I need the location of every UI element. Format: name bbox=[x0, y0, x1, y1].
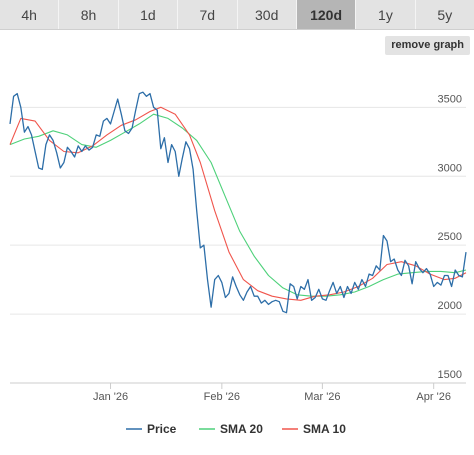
timeframe-tabs: 4h 8h 1d 7d 30d 120d 1y 5y bbox=[0, 0, 474, 30]
x-tick-label: Feb '26 bbox=[204, 391, 240, 403]
tab-1d[interactable]: 1d bbox=[118, 0, 179, 29]
tab-4h[interactable]: 4h bbox=[0, 0, 60, 29]
y-tick-label: 2500 bbox=[438, 231, 462, 243]
y-tick-label: 3000 bbox=[438, 162, 462, 174]
legend-label: Price bbox=[147, 422, 177, 436]
x-tick-label: Mar '26 bbox=[304, 391, 340, 403]
y-tick-label: 3500 bbox=[438, 93, 462, 105]
price-chart: 1500 2000 2500 3000 3500 Jan '26 Feb '26 Mar '2… bbox=[0, 56, 474, 455]
tab-7d[interactable]: 7d bbox=[178, 0, 238, 29]
legend-label: SMA 20 bbox=[220, 422, 263, 436]
tab-8h[interactable]: 8h bbox=[59, 0, 119, 29]
y-tick-label: 2000 bbox=[438, 300, 462, 312]
y-tick-label: 1500 bbox=[438, 369, 462, 381]
legend-label: SMA 10 bbox=[303, 422, 346, 436]
x-tick-label: Apr '26 bbox=[416, 391, 451, 403]
chart-svg: 1500 2000 2500 3000 3500 Jan '26 Feb '26 Mar '2… bbox=[9, 91, 467, 436]
x-tick-label: Jan '26 bbox=[93, 391, 128, 403]
remove-graph-button[interactable]: remove graph bbox=[385, 36, 470, 55]
tab-30d[interactable]: 30d bbox=[237, 0, 297, 29]
tab-5y[interactable]: 5y bbox=[415, 0, 474, 29]
tab-1y[interactable]: 1y bbox=[356, 0, 416, 29]
tab-120d[interactable]: 120d bbox=[296, 0, 357, 29]
series-line-sma-10 bbox=[9, 106, 467, 301]
series-line-sma-20 bbox=[9, 113, 467, 297]
series-line-price bbox=[9, 91, 467, 314]
